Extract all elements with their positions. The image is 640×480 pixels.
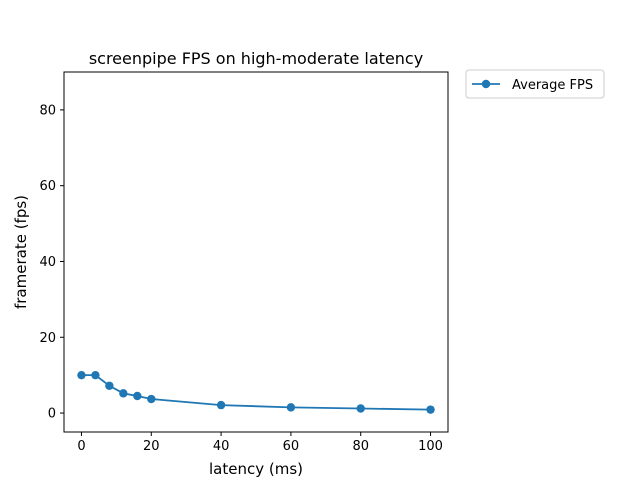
y-tick-label: 20	[39, 331, 56, 346]
data-point	[426, 405, 435, 414]
legend-box	[465, 69, 605, 99]
legend-marker	[481, 79, 491, 89]
series-layer	[77, 370, 435, 414]
series-line-average-fps	[81, 374, 431, 411]
data-point	[77, 370, 86, 380]
x-tick-label: 20	[143, 439, 160, 454]
data-point	[147, 394, 156, 404]
x-tick-label: 80	[352, 439, 369, 454]
y-tick-label: 80	[39, 103, 56, 118]
data-point	[91, 370, 100, 380]
y-axis: 0 20 40 60 80	[39, 103, 64, 422]
data-point	[216, 400, 226, 410]
data-point	[119, 389, 128, 398]
plot-area	[63, 71, 449, 433]
legend-entry-average-fps: Average FPS	[512, 78, 593, 93]
data-point	[105, 381, 114, 390]
y-axis-label: framerate (fps)	[12, 195, 30, 309]
x-axis: 0 20 40 60 80 100	[77, 432, 443, 454]
x-axis-label: latency (ms)	[209, 460, 303, 478]
legend: Average FPS	[465, 69, 605, 99]
chart-title: screenpipe FPS on high-moderate latency	[89, 49, 423, 68]
x-tick-label: 40	[213, 439, 230, 454]
x-tick-label: 0	[77, 439, 85, 454]
y-tick-label: 60	[39, 179, 56, 194]
data-point	[133, 391, 142, 401]
data-point	[286, 403, 296, 412]
y-tick-label: 40	[39, 255, 56, 270]
x-tick-label: 100	[418, 439, 443, 454]
y-tick-label: 0	[48, 407, 56, 422]
data-point	[356, 404, 365, 413]
x-tick-label: 60	[283, 439, 300, 454]
